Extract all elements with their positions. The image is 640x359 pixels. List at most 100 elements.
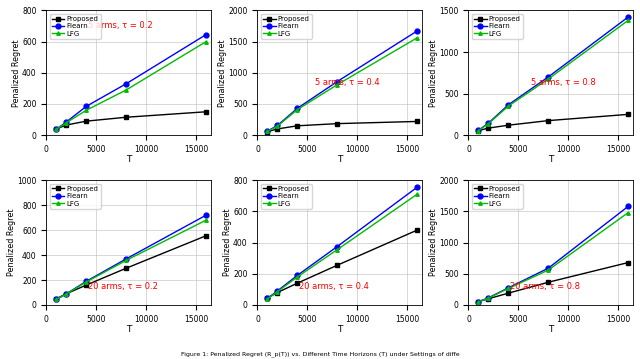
- Line: LFG: LFG: [266, 192, 419, 300]
- Flearn: [624, 15, 632, 19]
- LFG: [273, 124, 281, 128]
- Flearn: [63, 292, 70, 296]
- LFG: [333, 83, 341, 87]
- Legend: Proposed, Flearn, LFG: Proposed, Flearn, LFG: [261, 184, 312, 209]
- Flearn: [202, 32, 210, 37]
- LFG: [294, 275, 301, 279]
- Proposed: [413, 228, 421, 232]
- Text: 20 arms, τ = 0.2: 20 arms, τ = 0.2: [88, 282, 157, 291]
- LFG: [202, 39, 210, 44]
- Line: Flearn: Flearn: [476, 204, 630, 304]
- Proposed: [504, 291, 512, 295]
- Proposed: [264, 296, 271, 300]
- Line: Flearn: Flearn: [476, 15, 630, 133]
- Line: Flearn: Flearn: [54, 213, 209, 302]
- LFG: [273, 290, 281, 294]
- Proposed: [63, 123, 70, 127]
- Line: Proposed: Proposed: [54, 110, 208, 131]
- Flearn: [475, 300, 483, 304]
- Text: 20 arms, τ = 0.4: 20 arms, τ = 0.4: [299, 282, 369, 291]
- Flearn: [333, 244, 341, 249]
- Line: LFG: LFG: [266, 36, 419, 133]
- Legend: Proposed, Flearn, LFG: Proposed, Flearn, LFG: [50, 184, 100, 209]
- Flearn: [333, 79, 341, 84]
- Proposed: [294, 281, 301, 285]
- Proposed: [52, 297, 60, 301]
- Flearn: [504, 286, 512, 290]
- Legend: Proposed, Flearn, LFG: Proposed, Flearn, LFG: [472, 184, 523, 209]
- Proposed: [202, 109, 210, 114]
- Flearn: [624, 204, 632, 209]
- LFG: [475, 129, 483, 133]
- Proposed: [52, 127, 60, 131]
- LFG: [83, 108, 90, 112]
- LFG: [333, 247, 341, 252]
- Line: LFG: LFG: [477, 19, 630, 132]
- Flearn: [63, 120, 70, 124]
- Flearn: [294, 273, 301, 278]
- LFG: [475, 300, 483, 304]
- Proposed: [333, 121, 341, 126]
- Legend: Proposed, Flearn, LFG: Proposed, Flearn, LFG: [261, 14, 312, 39]
- LFG: [624, 210, 632, 215]
- LFG: [545, 268, 552, 272]
- Flearn: [504, 103, 512, 107]
- Flearn: [484, 121, 492, 125]
- Proposed: [504, 123, 512, 127]
- Line: Proposed: Proposed: [477, 261, 630, 303]
- Proposed: [273, 290, 281, 295]
- Line: LFG: LFG: [477, 211, 630, 304]
- Y-axis label: Penalized Regret: Penalized Regret: [218, 39, 227, 107]
- LFG: [63, 292, 70, 296]
- LFG: [264, 297, 271, 301]
- X-axis label: T: T: [548, 325, 554, 334]
- LFG: [484, 296, 492, 300]
- LFG: [202, 218, 210, 222]
- Text: Figure 1: Penalized Regret (R_p(T)) vs. Different Time Horizons (T) under Settin: Figure 1: Penalized Regret (R_p(T)) vs. …: [180, 351, 460, 357]
- Flearn: [475, 128, 483, 132]
- Text: 5 arms, τ = 0.8: 5 arms, τ = 0.8: [531, 78, 596, 87]
- Y-axis label: Penalized Regret: Penalized Regret: [223, 209, 232, 276]
- Proposed: [264, 130, 271, 134]
- LFG: [122, 258, 130, 262]
- Proposed: [545, 118, 552, 123]
- LFG: [52, 127, 60, 131]
- X-axis label: T: T: [337, 155, 342, 164]
- Flearn: [413, 185, 421, 190]
- Flearn: [273, 123, 281, 128]
- LFG: [264, 129, 271, 134]
- LFG: [52, 297, 60, 302]
- Flearn: [484, 296, 492, 300]
- Proposed: [83, 119, 90, 123]
- LFG: [63, 121, 70, 125]
- LFG: [504, 286, 512, 291]
- Line: Proposed: Proposed: [266, 120, 419, 134]
- LFG: [624, 18, 632, 23]
- X-axis label: T: T: [548, 155, 554, 164]
- Proposed: [83, 283, 90, 287]
- Proposed: [294, 123, 301, 128]
- LFG: [294, 107, 301, 112]
- Proposed: [122, 266, 130, 270]
- Text: 20 arms, τ = 0.8: 20 arms, τ = 0.8: [509, 282, 580, 291]
- Y-axis label: Penalized Regret: Penalized Regret: [7, 209, 16, 276]
- Flearn: [122, 81, 130, 86]
- Line: LFG: LFG: [54, 218, 208, 301]
- Proposed: [273, 127, 281, 131]
- Proposed: [202, 234, 210, 238]
- Flearn: [545, 266, 552, 270]
- Line: LFG: LFG: [54, 40, 208, 131]
- Flearn: [83, 104, 90, 108]
- Y-axis label: Penalized Regret: Penalized Regret: [429, 209, 438, 276]
- LFG: [413, 192, 421, 196]
- Flearn: [83, 279, 90, 284]
- Flearn: [264, 296, 271, 300]
- Y-axis label: Penalized Regret: Penalized Regret: [12, 39, 20, 107]
- Proposed: [122, 115, 130, 120]
- Line: Proposed: Proposed: [266, 228, 419, 300]
- Proposed: [484, 297, 492, 301]
- Legend: Proposed, Flearn, LFG: Proposed, Flearn, LFG: [472, 14, 523, 39]
- Line: Proposed: Proposed: [54, 234, 208, 300]
- Flearn: [294, 106, 301, 111]
- Proposed: [624, 112, 632, 117]
